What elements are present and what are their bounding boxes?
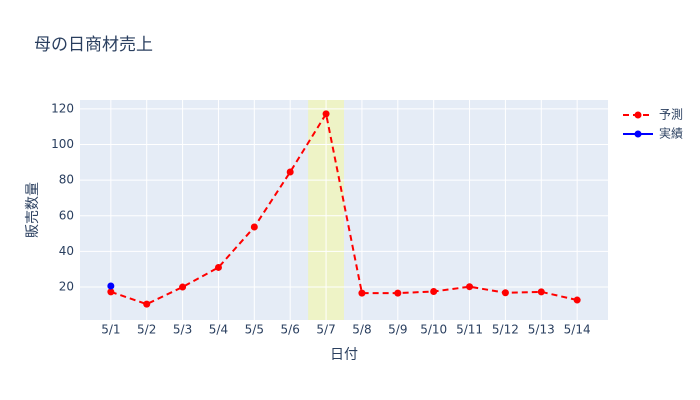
series-line — [110, 111, 578, 306]
y-axis-label: 販売数量 — [25, 182, 41, 238]
data-point — [250, 223, 258, 231]
data-point — [430, 287, 438, 295]
chart-title: 母の日商材売上 — [34, 35, 153, 55]
x-tick-label: 5/4 — [209, 323, 228, 337]
legend-label: 実績 — [659, 126, 683, 141]
data-point — [143, 300, 151, 308]
x-tick-label: 5/9 — [388, 323, 407, 337]
x-tick-label: 5/5 — [245, 323, 264, 337]
data-point — [214, 263, 222, 271]
legend-label: 予測 — [659, 108, 683, 122]
x-tick-label: 5/7 — [316, 323, 335, 337]
x-tick-label: 5/12 — [492, 323, 519, 337]
x-tick-label: 5/11 — [456, 323, 483, 337]
x-tick-label: 5/3 — [173, 323, 192, 337]
data-point — [322, 110, 330, 118]
x-tick-label: 5/8 — [352, 323, 371, 337]
y-tick-label: 120 — [51, 101, 74, 115]
x-tick-label: 5/2 — [137, 323, 156, 337]
data-point — [537, 288, 545, 296]
y-tick-label: 60 — [59, 208, 74, 222]
data-point — [501, 289, 509, 297]
data-point — [107, 282, 115, 290]
y-tick-label: 100 — [51, 137, 74, 151]
data-point — [358, 289, 366, 297]
legend-marker — [634, 111, 642, 119]
x-axis-label: 日付 — [330, 347, 358, 363]
x-tick-label: 5/1 — [101, 323, 120, 337]
data-point — [573, 296, 581, 304]
x-tick-label: 5/10 — [420, 323, 447, 337]
data-point — [107, 288, 115, 296]
x-tick-label: 5/13 — [528, 323, 555, 337]
y-tick-label: 80 — [59, 173, 74, 187]
y-tick-label: 20 — [59, 280, 74, 294]
data-point — [179, 283, 187, 291]
data-point — [286, 168, 294, 176]
y-tick-label: 40 — [59, 244, 74, 258]
x-tick-label: 5/6 — [281, 323, 300, 337]
legend-marker — [634, 130, 642, 138]
data-point — [394, 289, 402, 297]
data-point — [466, 283, 474, 291]
x-tick-label: 5/14 — [564, 323, 591, 337]
